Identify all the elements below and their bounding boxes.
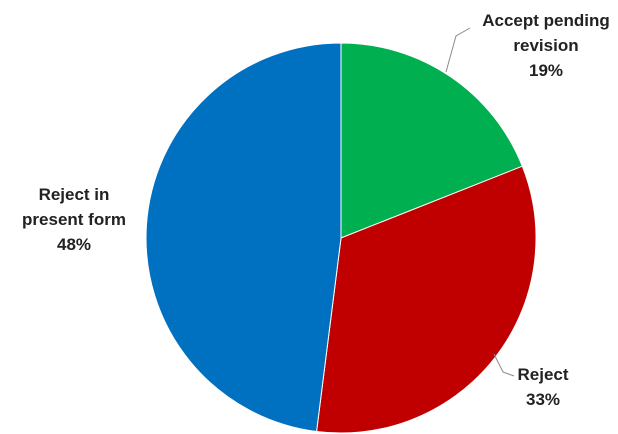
slice-name-line: revision bbox=[513, 36, 578, 55]
pie-slices bbox=[145, 42, 537, 434]
slice-label-reject-in-present-form: Reject in present form 48% bbox=[22, 185, 126, 254]
pie-slice-reject bbox=[316, 165, 537, 434]
pie-slice-reject-in-present-form bbox=[145, 42, 342, 433]
pie-slice-accept-pending-revision bbox=[340, 42, 523, 239]
leader-line-accept-pending-revision bbox=[445, 27, 471, 73]
slice-label-reject: Reject 33% bbox=[517, 365, 568, 409]
leader-line-reject bbox=[493, 353, 515, 377]
slice-name-line: present form bbox=[22, 210, 126, 229]
slice-labels: Accept pending revision 19%Reject 33%Reject… bbox=[22, 11, 610, 409]
slice-value-label: 48% bbox=[57, 235, 91, 254]
slice-name-line: Reject in bbox=[39, 185, 110, 204]
slice-name-line: Accept pending bbox=[482, 11, 610, 30]
leader-lines bbox=[445, 27, 515, 377]
slice-value-label: 33% bbox=[526, 390, 560, 409]
slice-label-accept-pending-revision: Accept pending revision 19% bbox=[482, 11, 610, 80]
slice-value-label: 19% bbox=[529, 61, 563, 80]
slice-name-line: Reject bbox=[517, 365, 568, 384]
